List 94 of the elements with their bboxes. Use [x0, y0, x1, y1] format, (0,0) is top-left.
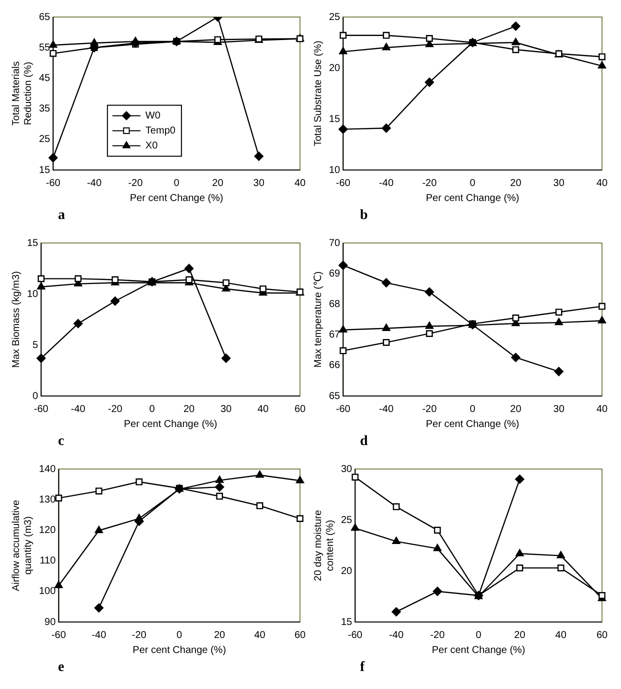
text: d — [360, 434, 368, 449]
x-axis-title: Per cent Change (%) — [124, 418, 218, 430]
y-tick-label: 10 — [27, 288, 39, 300]
y-tick-label: 130 — [38, 494, 56, 506]
x-tick-label: 60 — [596, 630, 608, 641]
x-tick-label: 20 — [514, 630, 526, 641]
x-tick-label: -40 — [379, 404, 394, 415]
legend-label: W0 — [145, 110, 161, 122]
x-tick-label: -60 — [34, 404, 49, 415]
text: c — [58, 434, 64, 449]
x-tick-label: -40 — [92, 630, 107, 641]
y-axis-title: Total Substrate Use (%) — [312, 40, 324, 146]
x-tick-label: 0 — [174, 178, 180, 189]
x-tick-label: 20 — [212, 178, 224, 189]
x-tick-label: 0 — [470, 178, 476, 189]
y-tick-label: 15 — [329, 114, 341, 125]
x-axis-title: Per cent Change (%) — [130, 192, 224, 204]
x-tick-label: -60 — [51, 630, 66, 641]
text: b — [360, 208, 368, 223]
x-tick-label: 60 — [294, 404, 306, 415]
y-axis-title: Total Materials Reduction (%) — [10, 61, 34, 126]
x-axis-title: Per cent Change (%) — [426, 418, 520, 430]
x-tick-label: 20 — [214, 630, 226, 641]
y-tick-label: 25 — [329, 12, 341, 23]
legend-label: Temp0 — [145, 125, 176, 136]
y-tick-label: 30 — [341, 464, 353, 475]
x-tick-label: 20 — [510, 404, 522, 415]
x-tick-label: 0 — [149, 404, 156, 415]
y-tick-label: 65 — [39, 12, 51, 23]
y-tick-label: 15 — [341, 616, 353, 628]
x-axis-title: Per cent Change (%) — [432, 644, 526, 656]
x-tick-label: -60 — [336, 404, 351, 415]
x-tick-label: 60 — [294, 630, 306, 641]
x-tick-label: -40 — [70, 404, 86, 415]
y-tick-label: 70 — [329, 238, 341, 249]
x-tick-label: -20 — [430, 630, 446, 641]
y-tick-label: 25 — [39, 134, 51, 146]
x-tick-label: 20 — [510, 178, 522, 189]
x-tick-label: 30 — [253, 178, 265, 189]
y-tick-label: 68 — [329, 298, 341, 310]
x-tick-label: 30 — [553, 404, 565, 415]
x-tick-label: -40 — [389, 630, 404, 641]
y-tick-label: 100 — [38, 586, 56, 598]
y-tick-label: 120 — [38, 524, 56, 536]
y-axis-title: Max temperature (℃) — [312, 271, 324, 368]
y-tick-label: 25 — [341, 514, 353, 526]
x-tick-label: 40 — [294, 178, 306, 189]
y-tick-label: 69 — [329, 268, 341, 280]
x-axis-title: Per cent Change (%) — [132, 644, 226, 656]
x-tick-label: 40 — [555, 630, 567, 641]
x-tick-label: -20 — [108, 404, 123, 415]
x-tick-label: -20 — [422, 404, 438, 415]
text: e — [58, 660, 64, 675]
y-tick-label: 35 — [39, 104, 51, 115]
x-tick-label: 0 — [176, 630, 183, 641]
x-tick-label: -40 — [87, 178, 102, 189]
y-tick-label: 0 — [32, 390, 39, 402]
x-tick-label: -60 — [46, 178, 61, 189]
x-tick-label: 30 — [553, 178, 565, 189]
legend-label: X0 — [145, 140, 158, 152]
x-tick-label: 40 — [596, 178, 608, 189]
y-tick-label: 66 — [329, 360, 341, 372]
y-tick-label: 67 — [329, 330, 341, 341]
x-tick-label: 40 — [596, 404, 608, 415]
y-axis-title: 20 day moisture content (%) — [312, 509, 336, 582]
y-tick-label: 110 — [40, 556, 56, 567]
y-tick-label: 15 — [39, 164, 51, 176]
y-tick-label: 65 — [329, 390, 341, 402]
y-tick-label: 45 — [39, 72, 51, 84]
x-tick-label: 0 — [470, 404, 476, 415]
x-tick-label: -60 — [348, 630, 363, 641]
y-tick-label: 20 — [341, 566, 353, 577]
text: a — [58, 208, 65, 223]
x-tick-label: 40 — [257, 404, 270, 415]
y-axis-title: Max Biomass (kg/m3) — [10, 271, 22, 368]
x-tick-label: -20 — [128, 178, 144, 189]
x-tick-label: -40 — [379, 178, 394, 189]
y-tick-label: 5 — [32, 340, 39, 351]
y-tick-label: 20 — [329, 62, 341, 74]
x-tick-label: -60 — [336, 178, 351, 189]
x-tick-label: 40 — [254, 630, 266, 641]
y-tick-label: 10 — [329, 164, 341, 176]
x-tick-label: 0 — [476, 630, 482, 641]
y-tick-label: 15 — [27, 238, 39, 249]
x-tick-label: -20 — [132, 630, 147, 641]
y-tick-label: 55 — [39, 42, 51, 54]
y-tick-label: 140 — [38, 464, 56, 475]
x-axis-title: Per cent Change (%) — [426, 192, 520, 204]
y-tick-label: 90 — [44, 616, 56, 628]
x-tick-label: 20 — [183, 404, 196, 415]
text: f — [360, 660, 365, 675]
y-axis-title: Airflow accumulative quantity (m3) — [10, 499, 34, 592]
x-tick-label: -20 — [422, 178, 438, 189]
x-tick-label: 30 — [220, 404, 232, 415]
